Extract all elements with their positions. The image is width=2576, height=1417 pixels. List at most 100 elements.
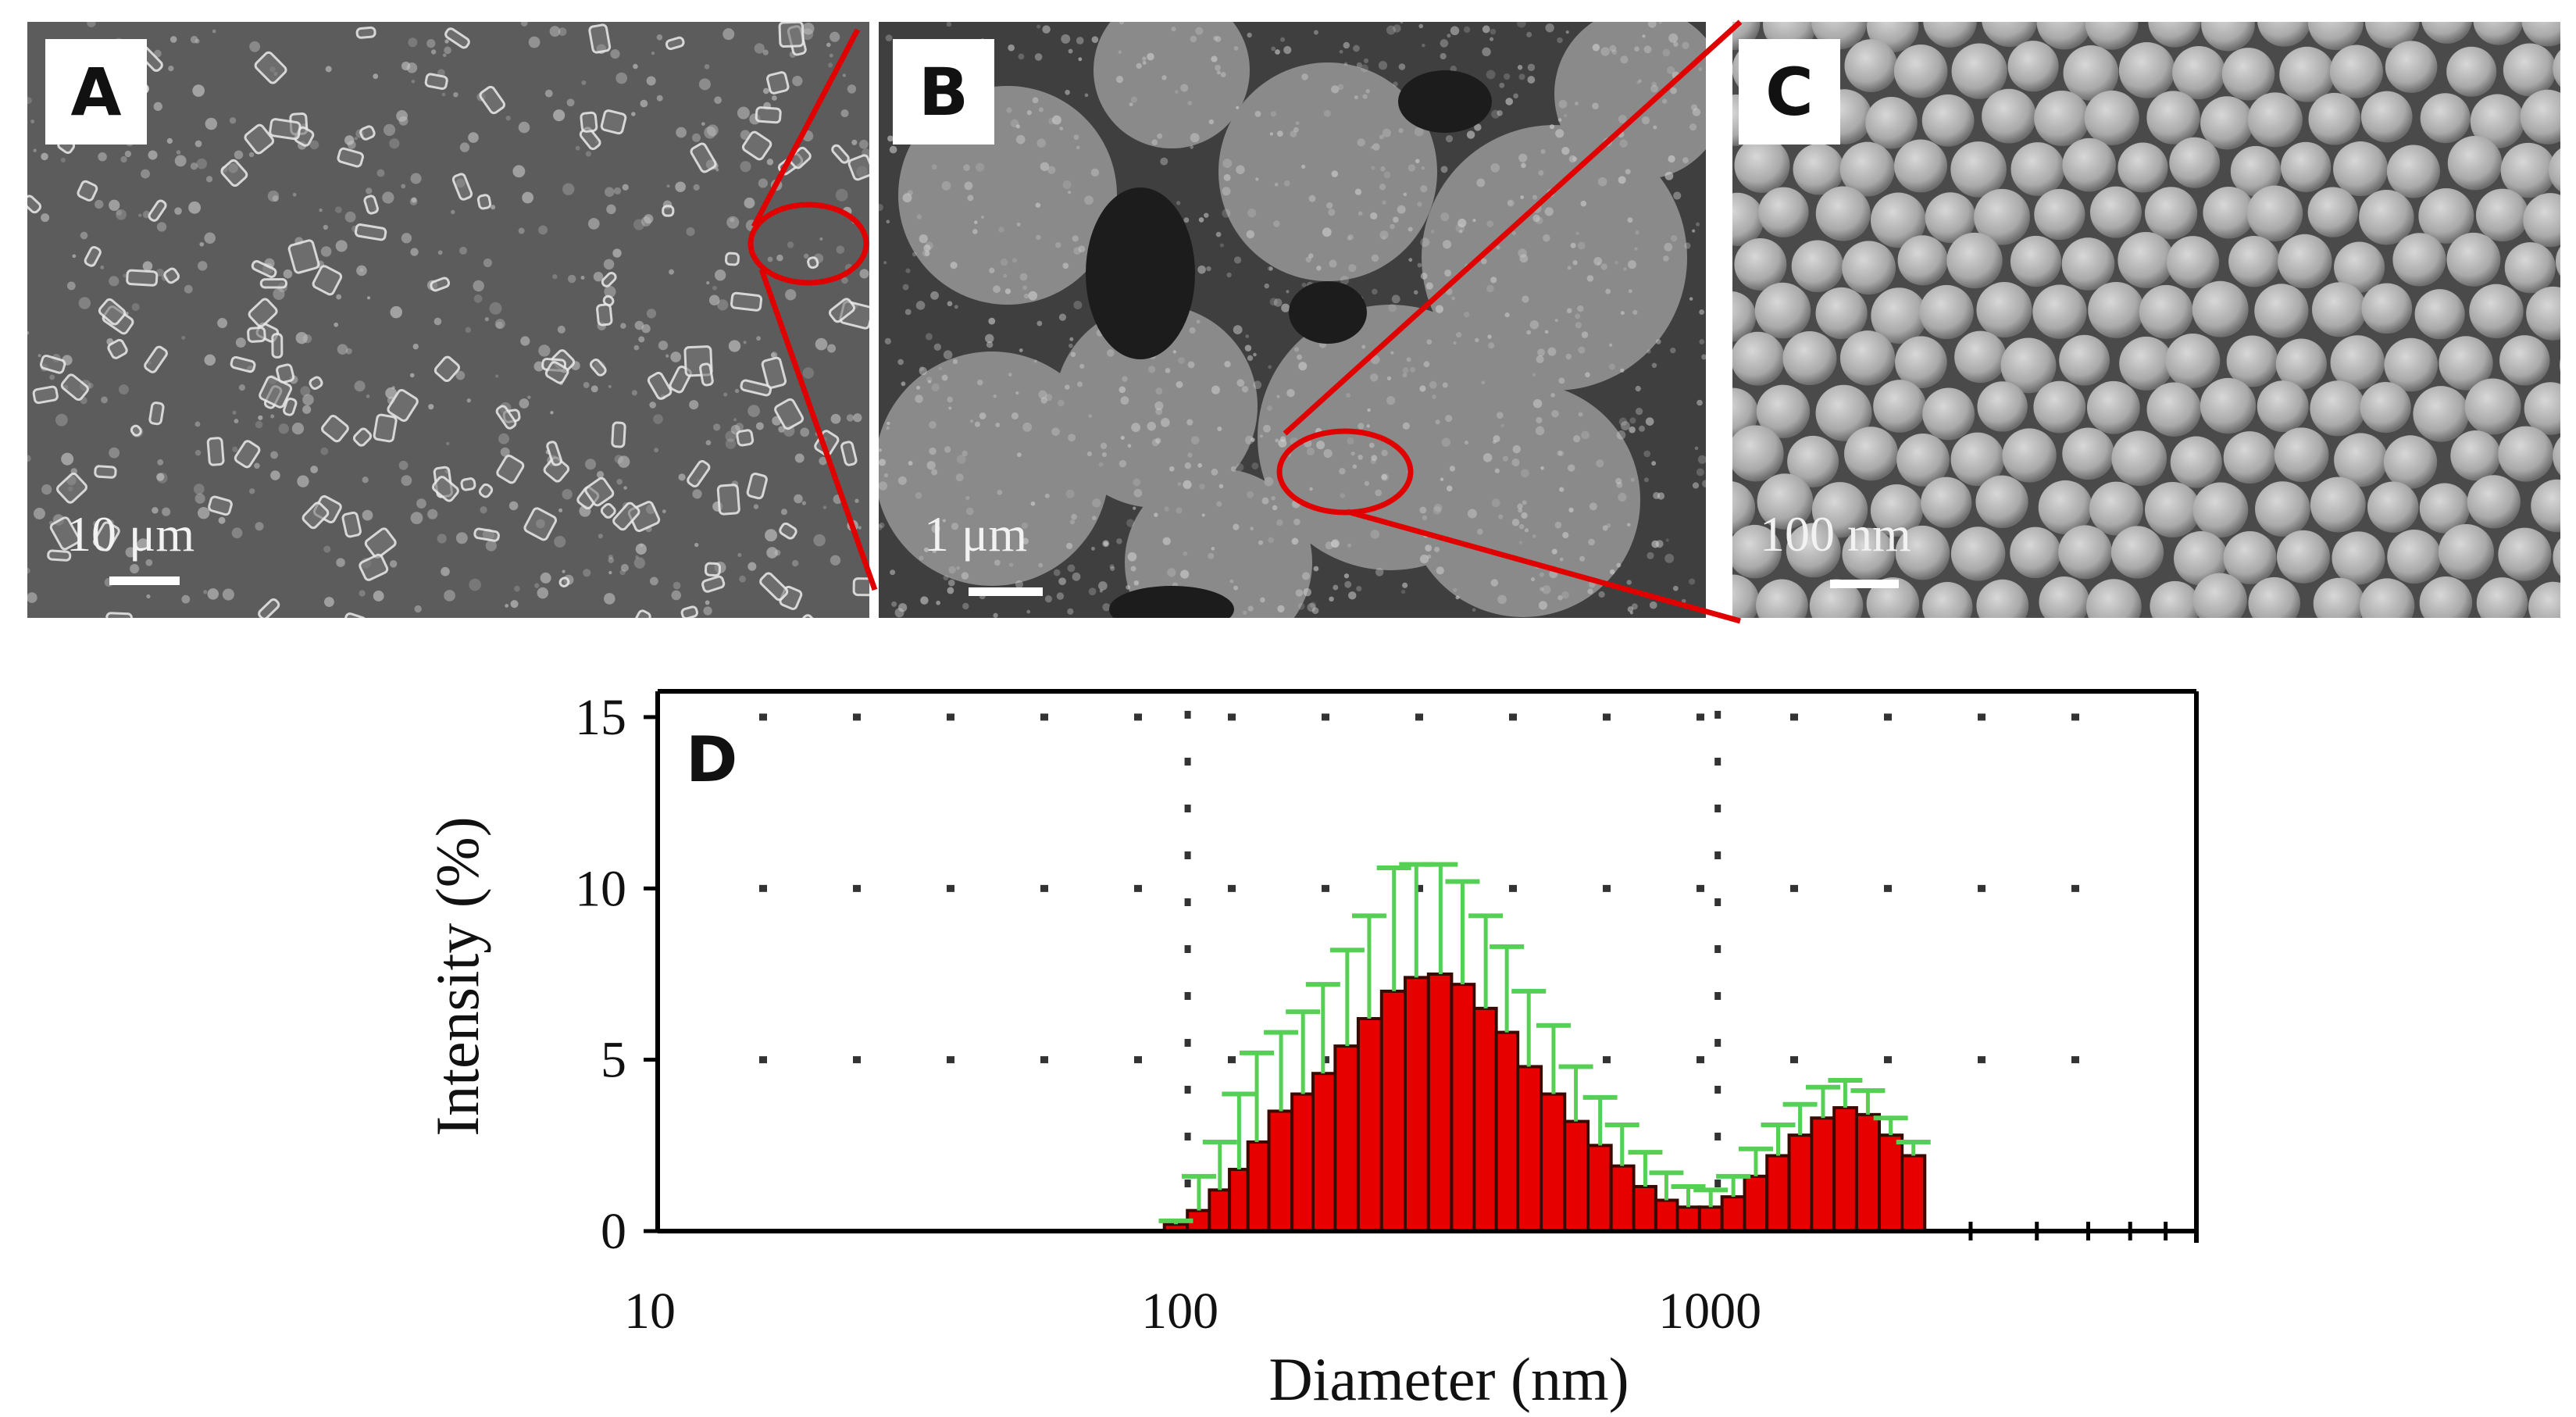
sem-grain-b	[1180, 569, 1190, 579]
sem-grain-b	[1072, 235, 1079, 242]
sem-grain-b	[885, 34, 893, 42]
sem-grain-b	[1088, 414, 1093, 418]
sem-grain-b	[1290, 130, 1297, 137]
sem-grain-b	[1662, 48, 1671, 57]
sem-grain-b	[1344, 580, 1352, 588]
sem-speck-a	[212, 29, 216, 34]
sem-grain-b	[897, 359, 904, 366]
nanosphere	[2524, 382, 2560, 435]
sem-grain-b	[1521, 469, 1529, 478]
sem-grain-b	[1417, 262, 1422, 268]
sem-grain-b	[1278, 439, 1287, 448]
sem-grain-b	[1665, 538, 1669, 542]
sem-grain-b	[1273, 220, 1280, 227]
sem-speck-a	[654, 448, 659, 453]
sem-grain-b	[1068, 191, 1072, 195]
sem-grain-b	[1280, 37, 1286, 42]
sem-grain-b	[1161, 75, 1167, 80]
sem-grain-b	[1277, 605, 1285, 613]
sem-speck-a	[534, 583, 540, 588]
sem-speck-a	[401, 475, 412, 487]
sem-speck-a	[156, 222, 167, 232]
nanosphere	[2310, 380, 2366, 437]
nanosphere	[2230, 145, 2282, 197]
nanosphere	[1921, 94, 1975, 147]
sem-speck-a	[190, 35, 198, 44]
sem-agglomerate-b	[1125, 469, 1312, 618]
sem-speck-a	[30, 120, 35, 123]
sem-particle-a	[451, 173, 473, 201]
nanosphere	[2312, 282, 2367, 337]
sem-speck-a	[444, 590, 455, 601]
sem-grain-b	[1445, 415, 1453, 423]
sem-grain-b	[994, 559, 1001, 566]
nanosphere	[2033, 380, 2086, 434]
sem-grain-b	[1544, 207, 1554, 216]
sem-speck-a	[385, 387, 398, 399]
sem-grain-b	[1026, 609, 1031, 614]
sem-grain-b	[1073, 134, 1079, 141]
sem-particle-a	[364, 527, 397, 559]
sem-speck-a	[323, 545, 331, 553]
sem-speck-a	[739, 575, 747, 583]
sem-grain-b	[1348, 263, 1357, 273]
sem-speck-a	[390, 305, 402, 319]
sem-grain-b	[1616, 430, 1626, 440]
sem-particle-a	[600, 109, 627, 135]
sem-particle-a	[759, 572, 789, 601]
sem-grain-b	[1151, 438, 1160, 447]
sem-speck-a	[520, 336, 530, 346]
sem-speck-a	[694, 542, 699, 548]
nanosphere	[1951, 43, 2007, 99]
sem-grain-b	[1629, 611, 1633, 615]
sem-particle-a	[704, 562, 721, 577]
sem-grain-b	[1131, 423, 1141, 433]
sem-grain-b	[1331, 170, 1339, 177]
sem-grain-b	[1596, 459, 1604, 468]
sem-grain-b	[1457, 218, 1467, 228]
sem-grain-b	[961, 572, 969, 580]
nanosphere	[1919, 284, 1974, 340]
sem-grain-b	[1021, 522, 1028, 529]
sem-grain-b	[1244, 344, 1252, 352]
sem-speck-a	[391, 386, 395, 390]
nanosphere	[2203, 187, 2255, 239]
nanosphere	[2223, 530, 2277, 584]
sem-speck-a	[61, 452, 74, 466]
sem-speck-a	[323, 224, 329, 230]
sem-grain-b	[1426, 554, 1432, 559]
sem-grain-b	[1535, 426, 1545, 436]
sem-grain-b	[1068, 343, 1073, 348]
sem-speck-a	[235, 337, 246, 348]
sem-grain-b	[1220, 72, 1226, 77]
sem-speck-a	[433, 317, 442, 326]
nanosphere	[2002, 428, 2057, 483]
sem-grain-b	[1236, 105, 1240, 109]
sem-grain-b	[1527, 76, 1536, 84]
axes	[655, 689, 2199, 1243]
sem-grain-b	[1511, 230, 1516, 236]
sem-grain-b	[946, 22, 952, 27]
sem-speck-a	[453, 91, 458, 98]
sem-pore-b	[1086, 187, 1195, 359]
sem-grain-b	[1058, 313, 1067, 321]
sem-grain-b	[1329, 596, 1334, 602]
sem-grain-b	[993, 612, 998, 618]
sem-grain-b	[1502, 455, 1509, 462]
nanosphere	[2007, 41, 2059, 92]
sem-grain-b	[1593, 256, 1603, 266]
sem-grain-b	[1480, 258, 1487, 265]
nanosphere	[2010, 142, 2065, 196]
sem-grain-b	[1195, 27, 1204, 35]
nanosphere	[2118, 231, 2175, 288]
sem-grain-b	[1575, 322, 1582, 329]
nanosphere	[1844, 39, 1898, 92]
sem-grain-b	[1069, 519, 1076, 525]
sem-speck-a	[737, 106, 750, 120]
sem-grain-b	[1522, 500, 1527, 505]
sem-speck-a	[125, 547, 136, 558]
sem-grain-b	[969, 419, 974, 423]
sem-speck-a	[771, 95, 777, 101]
sem-grain-b	[1222, 209, 1231, 218]
sem-speck-a	[722, 28, 735, 41]
